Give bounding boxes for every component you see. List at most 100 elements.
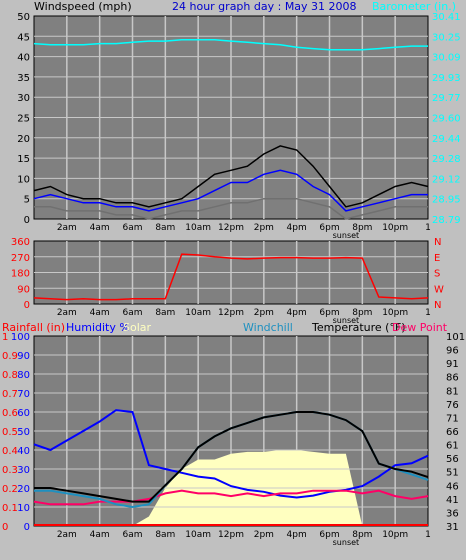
temperature-tick-label: 81 bbox=[446, 386, 459, 397]
barometer-tick-label: 29.12 bbox=[432, 174, 461, 185]
humidity-tick-label: 50 bbox=[17, 427, 30, 438]
dewpoint-line bbox=[33, 489, 429, 506]
sunset-label: sunset bbox=[333, 316, 360, 325]
time-tick-label: 2am bbox=[57, 308, 77, 318]
temperature-tick-label: 56 bbox=[446, 454, 459, 465]
barometer-tick-label: 30.41 bbox=[432, 12, 461, 23]
time-tick-label: 4am bbox=[90, 223, 110, 233]
humidity-tick-label: 60 bbox=[17, 408, 30, 419]
humidity-tick-label: 40 bbox=[17, 446, 30, 457]
time-tick-label: 12pm bbox=[218, 308, 244, 318]
temperature-tick-label: 66 bbox=[446, 427, 459, 438]
temperature-tick-label: 86 bbox=[446, 373, 459, 384]
rainfall-tick-label: 0.1 bbox=[2, 503, 18, 514]
temperature-tick-label: 36 bbox=[446, 508, 459, 519]
time-tick-label: 4pm bbox=[287, 530, 307, 540]
time-tick-label: 1 bbox=[425, 308, 431, 318]
dewpoint-axis-label: Dew Point bbox=[392, 321, 448, 334]
rainfall-tick-label: 0 bbox=[2, 522, 8, 533]
wind-direction-line bbox=[33, 253, 429, 301]
time-tick-label: 6am bbox=[122, 223, 142, 233]
windspeed-tick-label: 45 bbox=[17, 32, 30, 43]
wind-low-line bbox=[34, 197, 428, 220]
windspeed-tick-label: 10 bbox=[17, 174, 30, 185]
direction-tick-label: 270 bbox=[11, 253, 30, 264]
windspeed-tick-label: 35 bbox=[17, 73, 30, 84]
compass-tick-label: N bbox=[434, 237, 441, 248]
time-tick-label: 10am bbox=[185, 223, 211, 233]
humidity-tick-label: 10 bbox=[17, 503, 30, 514]
time-tick-label: 8pm bbox=[352, 530, 372, 540]
rainfall-axis-label: Rainfall (in) bbox=[2, 321, 65, 334]
windspeed-tick-label: 0 bbox=[24, 215, 30, 226]
humidity-tick-label: 30 bbox=[17, 465, 30, 476]
barometer-tick-label: 29.77 bbox=[432, 93, 461, 104]
compass-tick-label: E bbox=[434, 253, 440, 264]
time-tick-label: 6am bbox=[122, 530, 142, 540]
time-tick-label: 6pm bbox=[319, 223, 339, 233]
temperature-humidity-panel: 2am 4am 6am 8am 10am 12pm 2pm 4pm 6pm 8pm 10pm 1 sun… bbox=[2, 332, 465, 547]
wind-barometer-panel: 2am 4am 6am 8am 10am 12pm 2pm 4pm 6pm 8pm 10pm 1 sun… bbox=[17, 12, 460, 240]
temperature-tick-label: 101 bbox=[446, 332, 465, 343]
barometer-tick-label: 29.60 bbox=[432, 114, 461, 125]
solar-axis-label: Solar bbox=[123, 321, 152, 334]
time-tick-label: 10pm bbox=[382, 308, 408, 318]
time-tick-label: 4pm bbox=[287, 223, 307, 233]
direction-tick-label: 360 bbox=[11, 237, 30, 248]
time-tick-label: 1 bbox=[425, 223, 431, 233]
windchill-axis-label: Windchill bbox=[243, 321, 293, 334]
temperature-tick-label: 91 bbox=[446, 359, 459, 370]
wind-average-line bbox=[33, 169, 428, 212]
time-tick-label: 6am bbox=[122, 308, 142, 318]
direction-tick-label: 90 bbox=[17, 284, 30, 295]
windspeed-axis-label: Windspeed (mph) bbox=[34, 0, 132, 13]
time-tick-label: 10am bbox=[185, 308, 211, 318]
humidity-tick-label: 90 bbox=[17, 351, 30, 362]
rainfall-tick-label: 0.6 bbox=[2, 408, 18, 419]
windspeed-line bbox=[33, 145, 429, 208]
rainfall-tick-label: 0.3 bbox=[2, 465, 18, 476]
humidity-line bbox=[33, 409, 429, 499]
temperature-tick-label: 96 bbox=[446, 346, 459, 357]
humidity-tick-label: 0 bbox=[24, 522, 30, 533]
windspeed-tick-label: 15 bbox=[17, 154, 30, 165]
barometer-line bbox=[33, 39, 428, 51]
time-tick-label: 10pm bbox=[382, 223, 408, 233]
temperature-tick-label: 76 bbox=[446, 400, 459, 411]
windspeed-tick-label: 5 bbox=[24, 195, 30, 206]
humidity-tick-label: 20 bbox=[17, 484, 30, 495]
humidity-tick-label: 70 bbox=[17, 389, 30, 400]
time-tick-label: 12pm bbox=[218, 530, 244, 540]
time-tick-label: 12pm bbox=[218, 223, 244, 233]
time-tick-label: 2pm bbox=[254, 308, 274, 318]
barometer-tick-label: 28.79 bbox=[432, 215, 461, 226]
barometer-tick-label: 29.93 bbox=[432, 73, 461, 84]
time-tick-label: 8am bbox=[155, 308, 175, 318]
rainfall-tick-label: 0.4 bbox=[2, 446, 18, 457]
sunset-label: sunset bbox=[333, 538, 360, 547]
sunset-label: sunset bbox=[333, 231, 360, 240]
temperature-tick-label: 31 bbox=[446, 522, 459, 533]
rainfall-tick-label: 0.8 bbox=[2, 370, 18, 381]
time-tick-label: 8am bbox=[155, 530, 175, 540]
rainfall-tick-label: 1 bbox=[2, 332, 8, 343]
temperature-tick-label: 71 bbox=[446, 413, 459, 424]
time-tick-label: 10pm bbox=[382, 530, 408, 540]
windspeed-tick-label: 50 bbox=[17, 12, 30, 23]
compass-tick-label: N bbox=[434, 300, 441, 311]
time-tick-label: 2pm bbox=[254, 530, 274, 540]
humidity-tick-label: 100 bbox=[11, 332, 30, 343]
humidity-tick-label: 80 bbox=[17, 370, 30, 381]
time-tick-label: 6pm bbox=[319, 308, 339, 318]
time-tick-label: 8pm bbox=[352, 223, 372, 233]
barometer-tick-label: 29.28 bbox=[432, 154, 461, 165]
direction-tick-label: 0 bbox=[24, 300, 30, 311]
graph-title: 24 hour graph day : May 31 2008 bbox=[172, 0, 357, 13]
windspeed-tick-label: 40 bbox=[17, 53, 30, 64]
temperature-tick-label: 46 bbox=[446, 481, 459, 492]
time-tick-label: 4am bbox=[90, 308, 110, 318]
time-tick-label: 8am bbox=[155, 223, 175, 233]
temperature-line bbox=[34, 411, 429, 503]
